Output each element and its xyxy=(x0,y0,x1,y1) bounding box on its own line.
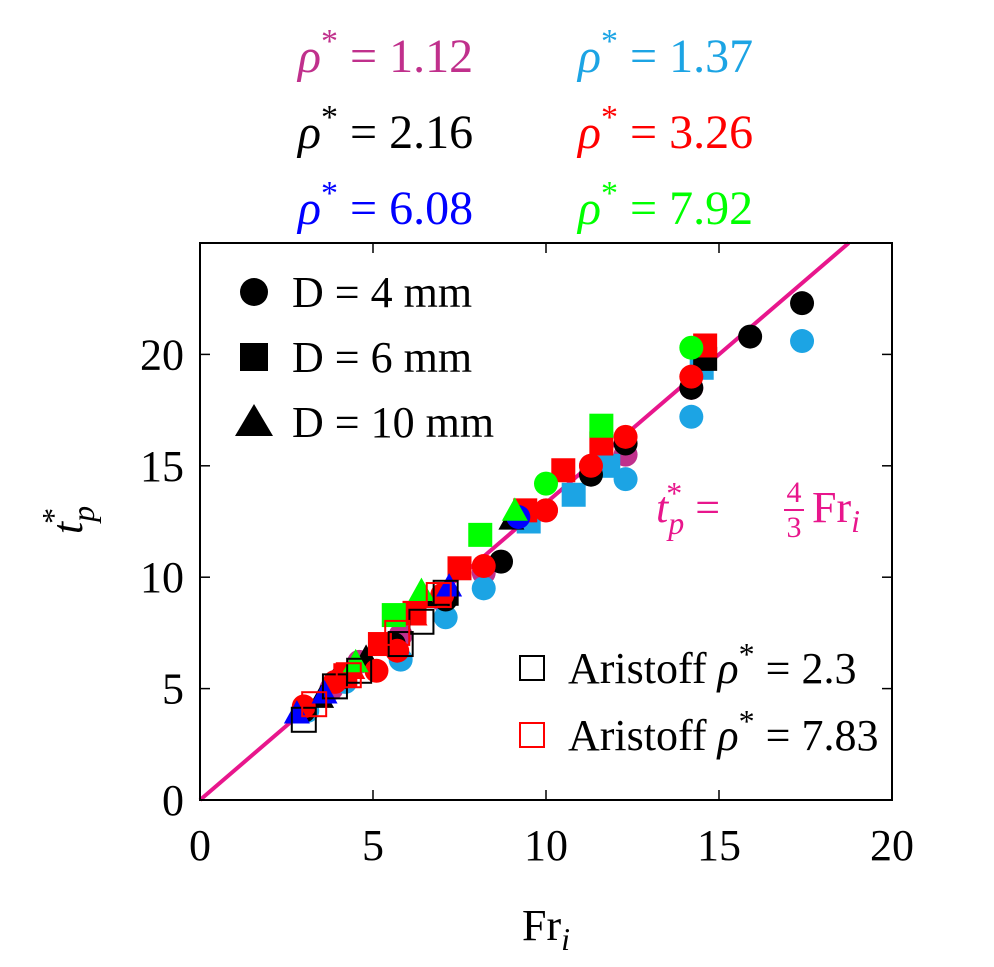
aristoff-point xyxy=(335,662,362,689)
data-point-circle xyxy=(578,453,603,478)
fit-label-denominator: 3 xyxy=(787,511,802,544)
y-tick-label: 20 xyxy=(140,330,184,379)
data-point-circle xyxy=(790,329,815,354)
fit-label-rhs: Fri xyxy=(812,483,860,539)
aristoff-legend-icon xyxy=(519,655,545,681)
x-tick-label: 5 xyxy=(362,821,384,870)
data-point-circle xyxy=(471,554,496,579)
data-point-circle xyxy=(790,291,815,316)
data-marks xyxy=(283,291,815,724)
marker-legend-label: D = 6 mm xyxy=(292,333,472,382)
y-tick-label: 5 xyxy=(162,665,184,714)
y-tick-label: 10 xyxy=(140,553,184,602)
data-point-triangle xyxy=(283,700,310,724)
density-legend-entry: ρ* = 3.26 xyxy=(576,99,753,159)
density-legend-entry: ρ* = 2.16 xyxy=(296,99,473,159)
data-point-circle xyxy=(679,404,704,429)
aristoff-point xyxy=(290,706,317,733)
aristoff-legend-icon xyxy=(519,722,545,748)
data-point-square xyxy=(561,482,586,507)
data-point-circle xyxy=(738,324,763,349)
fit-line-label: t* p = 43 Fri xyxy=(656,475,860,544)
data-point-triangle xyxy=(501,497,528,521)
aristoff-legend: Aristoff ρ* = 2.3 Aristoff ρ* = 7.83 xyxy=(519,636,878,760)
aristoff-point xyxy=(432,579,459,606)
data-point-triangle xyxy=(342,648,369,673)
data-point-square xyxy=(589,413,614,438)
data-point-circle xyxy=(613,424,638,449)
axis-ticks: 0 5 10 15 20 0 5 10 15 20 xyxy=(140,243,914,870)
y-tick-label: 0 xyxy=(162,776,184,825)
x-tick-label: 15 xyxy=(697,821,741,870)
density-legend-entry: ρ* = 1.37 xyxy=(576,23,753,83)
density-legend-entry: ρ* = 1.12 xyxy=(296,23,473,83)
fit-label-numerator: 4 xyxy=(787,476,802,509)
x-axis-label: Fri xyxy=(522,901,570,957)
aristoff-point xyxy=(384,619,411,646)
marker-legend-label: D = 4 mm xyxy=(292,268,472,317)
svg-text:t*p: t*p xyxy=(35,506,101,534)
data-point-circle xyxy=(433,605,458,630)
data-point-circle xyxy=(471,576,496,601)
aristoff-legend-label: Aristoff ρ* = 7.83 xyxy=(568,703,878,760)
data-point-square xyxy=(468,522,493,547)
aristoff-point xyxy=(346,657,373,684)
legend-circle-icon xyxy=(240,278,268,306)
data-point-circle xyxy=(679,335,704,360)
legend-square-icon xyxy=(240,343,268,371)
density-legend: ρ* = 1.12 ρ* = 1.37 ρ* = 2.16 ρ* = 3.26 ρ* =… xyxy=(296,23,753,235)
data-point-triangle xyxy=(436,573,463,597)
aristoff-legend-label: Aristoff ρ* = 2.3 xyxy=(568,636,856,693)
data-point-circle xyxy=(364,658,389,683)
aristoff-point xyxy=(301,691,328,718)
x-tick-label: 0 xyxy=(189,821,211,870)
marker-legend-label: D = 10 mm xyxy=(292,398,494,447)
density-legend-entry: ρ* = 7.92 xyxy=(576,175,753,235)
x-tick-label: 20 xyxy=(870,821,914,870)
x-tick-label: 10 xyxy=(524,821,568,870)
data-point-triangle xyxy=(408,577,435,601)
aristoff-marks xyxy=(290,579,459,733)
fit-label-text: t* p = xyxy=(656,475,720,541)
data-point-circle xyxy=(679,364,704,389)
y-tick-label: 15 xyxy=(140,442,184,491)
density-legend-entry: ρ* = 6.08 xyxy=(296,175,473,235)
data-point-circle xyxy=(534,498,558,523)
legend-triangle-icon xyxy=(235,404,273,436)
marker-legend: D = 4 mm D = 6 mm D = 10 mm xyxy=(235,268,494,447)
data-point-square xyxy=(447,556,472,581)
aristoff-point xyxy=(425,582,452,609)
data-point-triangle xyxy=(401,602,428,626)
y-axis-label: t*p xyxy=(35,506,101,534)
data-point-circle xyxy=(534,471,558,496)
